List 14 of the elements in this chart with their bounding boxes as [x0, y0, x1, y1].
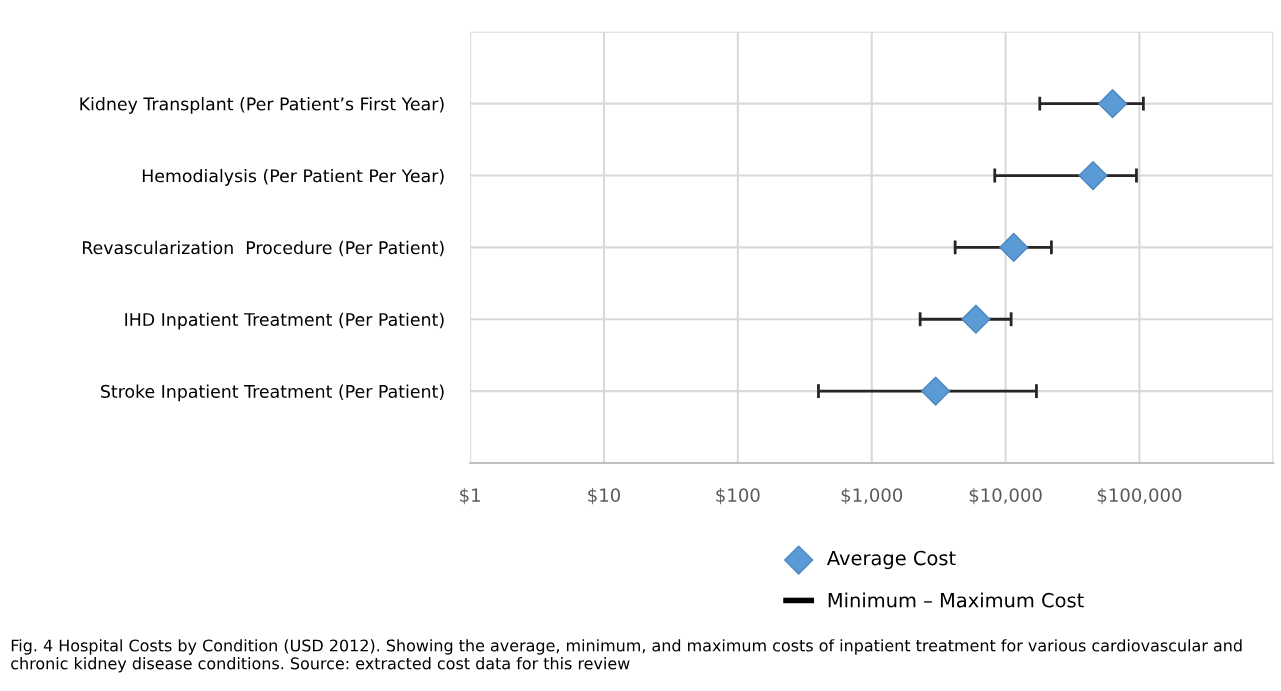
text: Minimum – Maximum Cost [828, 592, 1084, 608]
x-tick-label: $10 [588, 487, 621, 505]
x-tick-label: $10,000 [969, 487, 1042, 505]
x-tick-label: $100,000 [1097, 487, 1182, 505]
caption: Fig. 4 Hospital Costs by Condition (USD 2012). Showing the average, minimum, and maximum costs of inpatient treatment for various cardiovascular and chronic kidney disease conditions. Source: extracted cost data for this review [11, 639, 1242, 673]
y-tick-label: Stroke Inpatient Treatment (Per Patient) [101, 384, 444, 402]
x-tick-label: $1,000 [841, 487, 903, 505]
x-tick-label: $100 [716, 487, 760, 505]
y-tick-label: Hemodialysis (Per Patient Per Year) [142, 168, 444, 186]
y-tick-label: Revascularization Procedure (Per Patient) [82, 240, 444, 257]
y-tick-label: IHD Inpatient Treatment (Per Patient) [125, 312, 444, 330]
legend-label: Average Cost [827, 550, 956, 570]
x-tick-label: $1 [460, 487, 480, 505]
y-tick-label: Kidney Transplant (Per Patient’s First Year) [80, 97, 444, 114]
